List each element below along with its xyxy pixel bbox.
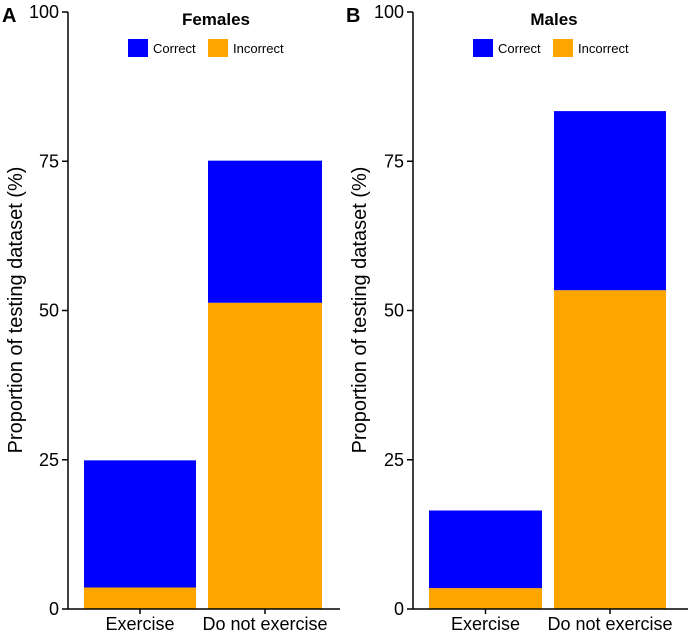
panel-b: B Males Correct Incorrect 0 25 50 75 100 Exe… — [346, 2, 688, 634]
panel-a-y-tick-label-1: 25 — [39, 450, 59, 470]
panel-b-x-ticks: Exercise Do not exercise — [451, 609, 673, 634]
panel-b-letter: B — [346, 5, 360, 27]
panel-a-legend: Correct Incorrect — [128, 39, 284, 57]
panel-b-x-tick-label-0: Exercise — [451, 614, 520, 634]
panel-b-title: Males — [530, 10, 577, 29]
panel-a-bar-1-correct — [208, 160, 322, 303]
panel-b-bar-0-incorrect — [429, 588, 542, 609]
panel-a-x-ticks: Exercise Do not exercise — [105, 609, 328, 634]
panel-a-y-tick-label-0: 0 — [49, 599, 59, 619]
panel-a: A Females Correct Incorrect 0 25 50 75 100 E… — [2, 2, 340, 634]
panel-b-y-tick-label-0: 0 — [394, 599, 404, 619]
panel-b-y-tick-label-3: 75 — [384, 151, 404, 171]
panel-a-legend-swatch-incorrect — [208, 39, 228, 57]
panel-a-title: Females — [182, 10, 250, 29]
panel-a-bar-0-incorrect — [84, 587, 196, 609]
panel-b-y-tick-label-4: 100 — [374, 2, 404, 22]
panel-b-x-tick-label-1: Do not exercise — [547, 614, 672, 634]
panel-b-bar-1-incorrect — [554, 290, 666, 609]
panel-b-bars — [429, 111, 666, 609]
panel-b-legend: Correct Incorrect — [473, 39, 629, 57]
panel-a-legend-swatch-correct — [128, 39, 148, 57]
panel-a-y-axis-title: Proportion of testing dataset (%) — [5, 167, 27, 454]
panel-b-y-tick-label-1: 25 — [384, 450, 404, 470]
panel-a-y-tick-label-4: 100 — [29, 2, 59, 22]
panel-a-bar-1-incorrect — [208, 302, 322, 609]
panel-a-y-ticks: 0 25 50 75 100 — [29, 2, 68, 619]
panel-a-bar-0-correct — [84, 460, 196, 588]
panel-a-x-tick-label-0: Exercise — [105, 614, 174, 634]
panel-b-bar-0-correct — [429, 510, 542, 589]
panel-b-y-axis-title: Proportion of testing dataset (%) — [349, 167, 371, 454]
panel-b-y-tick-label-2: 50 — [384, 301, 404, 321]
panel-a-legend-label-correct: Correct — [153, 41, 196, 56]
panel-b-legend-swatch-correct — [473, 39, 493, 57]
panel-b-y-ticks: 0 25 50 75 100 — [374, 2, 413, 619]
panel-a-x-tick-label-1: Do not exercise — [202, 614, 327, 634]
panel-b-legend-label-correct: Correct — [498, 41, 541, 56]
panel-a-bars — [84, 160, 322, 609]
panel-a-y-tick-label-2: 50 — [39, 301, 59, 321]
panel-b-bar-1-correct — [554, 111, 666, 291]
panel-a-legend-label-incorrect: Incorrect — [233, 41, 284, 56]
panel-b-legend-label-incorrect: Incorrect — [578, 41, 629, 56]
panel-a-letter: A — [2, 5, 16, 27]
panel-a-y-tick-label-3: 75 — [39, 151, 59, 171]
panel-b-legend-swatch-incorrect — [553, 39, 573, 57]
